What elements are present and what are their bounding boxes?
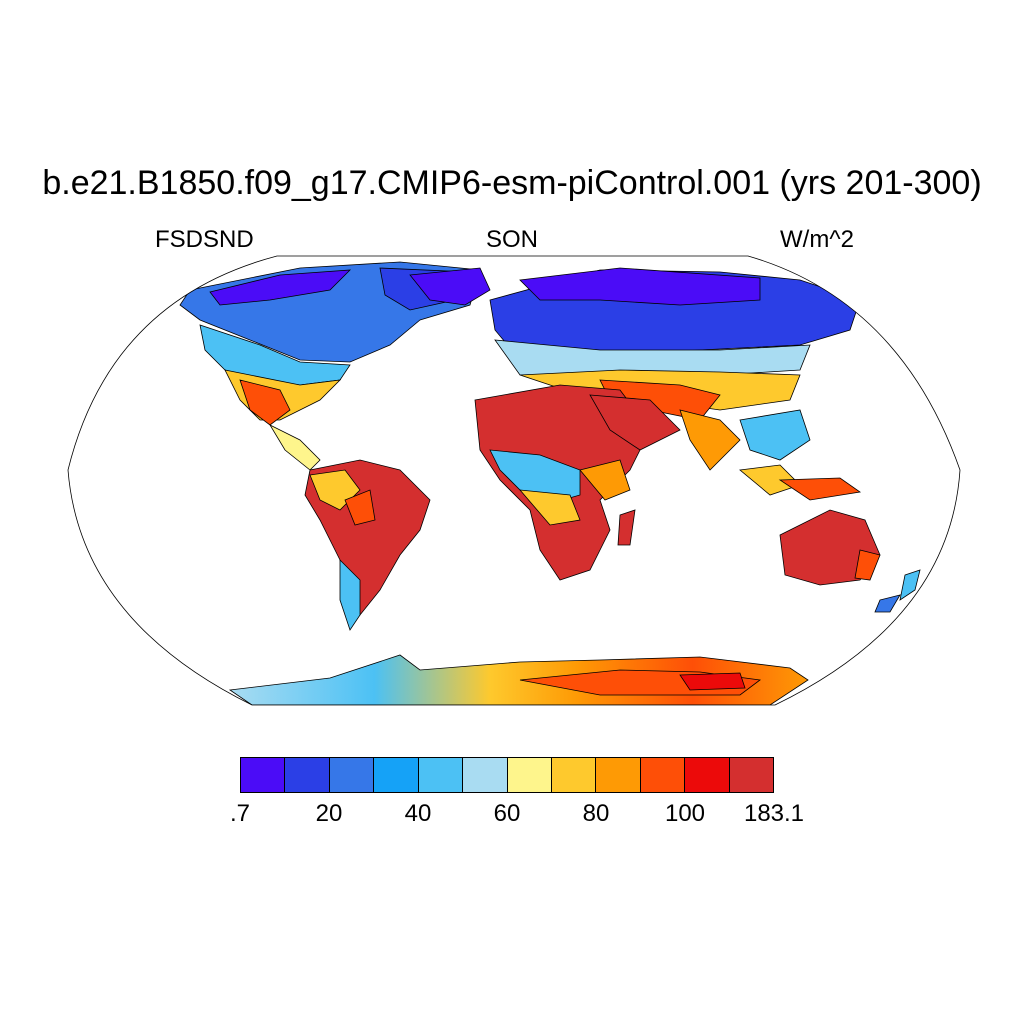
colorbar-swatch [551, 758, 597, 792]
variable-label: FSDSND [155, 226, 254, 253]
colorbar-swatch [640, 758, 686, 792]
season-label: SON [485, 226, 538, 253]
colorbar [240, 757, 774, 793]
colorbar-tick-label: 20 [315, 800, 343, 827]
colorbar-swatch [241, 758, 286, 792]
colorbar-tick-label: 100 [664, 800, 706, 827]
colorbar-swatch [463, 758, 508, 792]
colorbar-swatch [418, 758, 464, 792]
new-zealand-land [874, 569, 921, 613]
colorbar-swatch [596, 758, 641, 792]
units-label: W/m^2 [780, 226, 854, 253]
map-title: b.e21.B1850.f09_g17.CMIP6-esm-piControl.… [42, 164, 982, 202]
colorbar-swatch [729, 758, 774, 792]
colorbar-labels: .7 20 40 60 80 100 183.1 [0, 800, 1024, 830]
antarctica-land [228, 654, 809, 705]
colorbar-swatch [507, 758, 552, 792]
colorbar-swatch [329, 758, 375, 792]
colorbar-tick-label: 183.1 [743, 800, 805, 827]
eurasia-land [489, 267, 861, 471]
se-asia-islands [739, 464, 862, 501]
colorbar-tick-label: 80 [582, 800, 610, 827]
colorbar-tick-label: 40 [404, 800, 432, 827]
arabia-land [589, 394, 681, 451]
colorbar-swatch [685, 758, 730, 792]
map-outline [67, 255, 961, 706]
africa-land [474, 384, 651, 581]
colorbar-tick-label: .7 [229, 800, 251, 827]
colorbar-tick-label: 60 [493, 800, 521, 827]
south-america-land [304, 459, 431, 631]
colorbar-swatch [285, 758, 330, 792]
australia-land [779, 509, 881, 586]
north-america-land [179, 261, 481, 471]
colorbar-swatch [374, 758, 419, 792]
greenland-land [409, 267, 491, 306]
